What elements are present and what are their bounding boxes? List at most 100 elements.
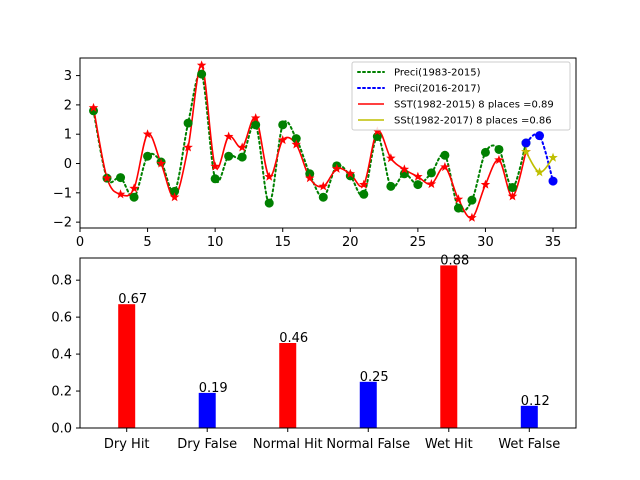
category-label-2: Normal Hit <box>253 437 323 452</box>
series-0-point <box>143 151 153 161</box>
category-label-3: Normal False <box>326 437 410 452</box>
x-tick-label: 25 <box>410 235 427 250</box>
bar-3 <box>359 381 377 428</box>
series-1-point <box>535 131 545 141</box>
series-2-point <box>264 171 274 181</box>
series-2-point <box>210 161 220 171</box>
bottom-axes-frame <box>79 257 577 429</box>
series-2-point <box>507 191 518 201</box>
series-0-point <box>426 168 436 178</box>
series-1-point <box>548 176 558 186</box>
category-label-0: Dry Hit <box>104 437 150 452</box>
series-0-point <box>467 195 477 205</box>
series-0-point <box>359 189 369 199</box>
series-2-point <box>305 173 315 183</box>
top-axes-frame <box>79 57 577 229</box>
series-0-point <box>264 198 274 208</box>
series-2-point <box>250 113 261 123</box>
series-0-point <box>278 120 288 130</box>
series-0-point <box>291 134 301 144</box>
y-tick-label: 3 <box>64 69 72 84</box>
series-2-point <box>426 179 437 189</box>
series-0-point <box>183 118 193 128</box>
series-3-point <box>548 152 558 162</box>
y-tick-label: 0.0 <box>51 422 72 437</box>
series-2-point <box>291 139 301 149</box>
series-0-point <box>170 186 180 196</box>
y-tick-label: 0.8 <box>51 274 72 289</box>
bar-value-label-0: 0.67 <box>118 292 147 307</box>
x-tick-label: 30 <box>477 235 494 250</box>
series-0-point <box>116 173 126 183</box>
bar-value-label-3: 0.25 <box>360 370 389 385</box>
category-label-4: Wet Hit <box>425 437 473 452</box>
series-2-point <box>88 102 99 112</box>
legend-entry-3: SSt(1982-2017) 8 places =0.86 <box>394 116 552 127</box>
series-2-point <box>129 183 139 193</box>
y-tick-label: −2 <box>53 216 72 231</box>
series-0-point <box>507 183 517 193</box>
top-line-chart: 0 5 10 15 20 25 30 35 −2 −1 0 1 2 3 Preci(1983-2015) P… <box>53 57 577 250</box>
legend-entry-2: SST(1982-2015) 8 places =0.89 <box>394 100 554 111</box>
series-2-point <box>413 171 423 181</box>
series-0-point <box>413 180 423 190</box>
series-2-point <box>494 155 504 165</box>
bar-1 <box>198 392 216 428</box>
series-0-point <box>318 192 328 202</box>
bar-4 <box>440 265 458 428</box>
x-tick-label: 0 <box>76 235 84 250</box>
series-0-point <box>237 152 247 162</box>
series-2-point <box>359 179 369 189</box>
series-2-point <box>115 189 126 199</box>
series-2-point <box>386 153 396 163</box>
series-2-point <box>318 181 329 191</box>
series-2-point <box>169 192 180 202</box>
series-2-point <box>223 131 234 141</box>
y-tick-label: 2 <box>64 98 72 113</box>
series-1-point <box>521 138 531 148</box>
y-tick-label: −1 <box>53 186 72 201</box>
bar-2 <box>279 343 297 428</box>
y-tick-label: 0.2 <box>51 385 72 400</box>
series-0-point <box>386 181 396 191</box>
series-2-point <box>277 135 288 145</box>
series-2-point <box>183 142 193 152</box>
x-tick-label: 5 <box>143 235 151 250</box>
series-2-point <box>399 164 410 174</box>
y-tick-label: 0.6 <box>51 311 72 326</box>
series-0-point <box>210 174 220 184</box>
series-0-point <box>453 203 463 213</box>
bar-value-label-4: 0.88 <box>440 253 469 268</box>
series-2-point <box>453 194 464 204</box>
legend-box <box>351 61 571 131</box>
x-tick-label: 10 <box>207 235 224 250</box>
y-tick-label: 0.4 <box>51 348 72 363</box>
series-0-point <box>440 150 450 160</box>
bar-value-label-1: 0.19 <box>199 381 228 396</box>
series-2-point <box>480 179 491 189</box>
bar-0 <box>118 304 136 428</box>
series-2-point <box>142 129 153 139</box>
series-0-point <box>197 69 207 79</box>
series-2-point <box>440 162 450 172</box>
series-2-point <box>345 168 356 178</box>
bottom-bar-chart: 0.67 0.19 0.46 0.25 0.88 0.12 Dry Hit Dry False… <box>51 253 577 452</box>
legend-entry-0: Preci(1983-2015) <box>394 68 481 79</box>
series-2-point <box>372 126 383 136</box>
series-2-point <box>237 142 247 152</box>
series-0-point <box>89 106 99 116</box>
series-0-point <box>129 192 139 202</box>
series-2-point <box>467 212 477 222</box>
series-2-point <box>102 173 112 183</box>
category-label-5: Wet False <box>498 437 560 452</box>
series-2-point <box>196 60 207 70</box>
bar-5 <box>520 405 538 428</box>
series-3-point <box>521 146 531 156</box>
series-0-point <box>372 132 382 142</box>
y-tick-label: 1 <box>64 128 72 143</box>
bar-value-label-5: 0.12 <box>521 394 550 409</box>
series-3-point <box>534 167 545 177</box>
bar-value-label-2: 0.46 <box>279 331 308 346</box>
x-tick-label: 20 <box>342 235 359 250</box>
